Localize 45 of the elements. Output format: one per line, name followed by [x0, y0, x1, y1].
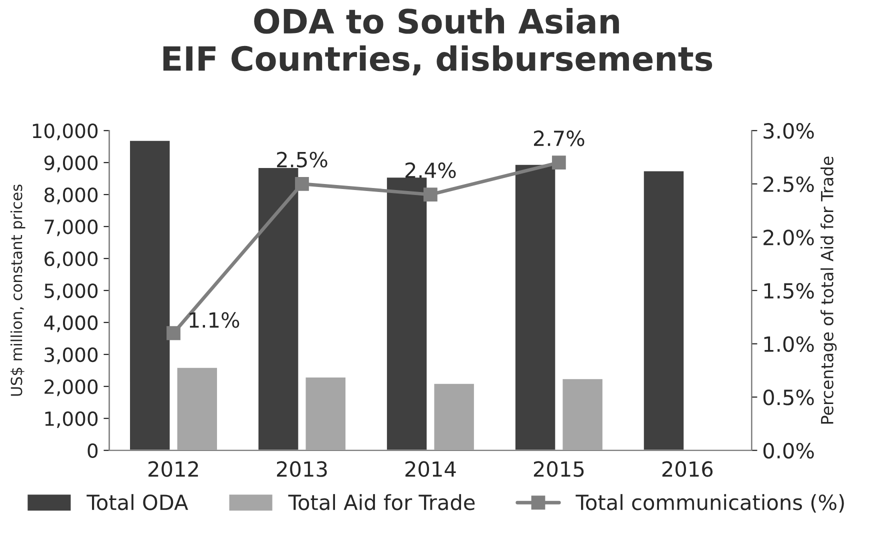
y2-tick-label: 3.0% — [764, 123, 814, 139]
y-tick-label: 6,000 — [44, 251, 98, 268]
x-tick-label: 2012 — [148, 461, 198, 477]
y2-axis-title: Percentage of total Aid for Trade — [820, 156, 837, 424]
x-tick-label: 2013 — [276, 461, 327, 477]
x-tick-label: 2016 — [662, 461, 713, 477]
data-label: 2.7% — [534, 130, 584, 146]
y-tick-label: 9,000 — [44, 156, 98, 172]
y-tick-label: 2,000 — [44, 379, 98, 396]
data-label: 1.1% — [190, 312, 240, 328]
y-axis-title: US$ million, constant prices — [10, 184, 26, 396]
bar — [432, 382, 476, 450]
y2-tick-label: 2.5% — [764, 176, 814, 192]
legend-label: Total Aid for Trade — [288, 494, 475, 510]
y-tick-label: 5,000 — [44, 283, 98, 300]
y2-tick-label: 0.0% — [763, 442, 814, 459]
point — [295, 176, 309, 191]
bar — [304, 376, 347, 450]
point — [166, 326, 180, 340]
bar — [176, 366, 218, 450]
x-tick-label: 2015 — [534, 461, 584, 477]
x-tick-label: 2014 — [405, 461, 456, 477]
y-tick-label: 4,000 — [44, 315, 98, 332]
y2-tick-label: 1.0% — [764, 336, 814, 352]
bar — [561, 378, 604, 450]
y-tick-label: 3,000 — [44, 347, 98, 364]
y2-tick-label: 2.0% — [764, 230, 814, 246]
bar — [257, 166, 300, 450]
y-tick-label: 10,000 — [32, 124, 98, 140]
y-tick-label: 7,000 — [44, 219, 98, 236]
y2-tick-label: 0.5% — [763, 390, 814, 406]
bar — [642, 170, 686, 450]
bar — [128, 139, 172, 450]
legend-label: Total ODA — [86, 494, 188, 510]
chart-title: ODA to South Asian EIF Countries, disbursements — [163, 8, 712, 76]
y2-tick-label: 1.5% — [764, 282, 814, 299]
point — [424, 188, 438, 202]
y-tick-label: 1,000 — [45, 411, 98, 428]
data-label: 2.4% — [406, 162, 456, 178]
legend-label: Total communications (%) — [576, 494, 844, 513]
y-tick-label: 8,000 — [44, 188, 98, 204]
y-tick-label: 0 — [88, 443, 98, 458]
point — [552, 156, 566, 170]
bar — [514, 163, 557, 450]
data-label: 2.5% — [277, 152, 328, 168]
